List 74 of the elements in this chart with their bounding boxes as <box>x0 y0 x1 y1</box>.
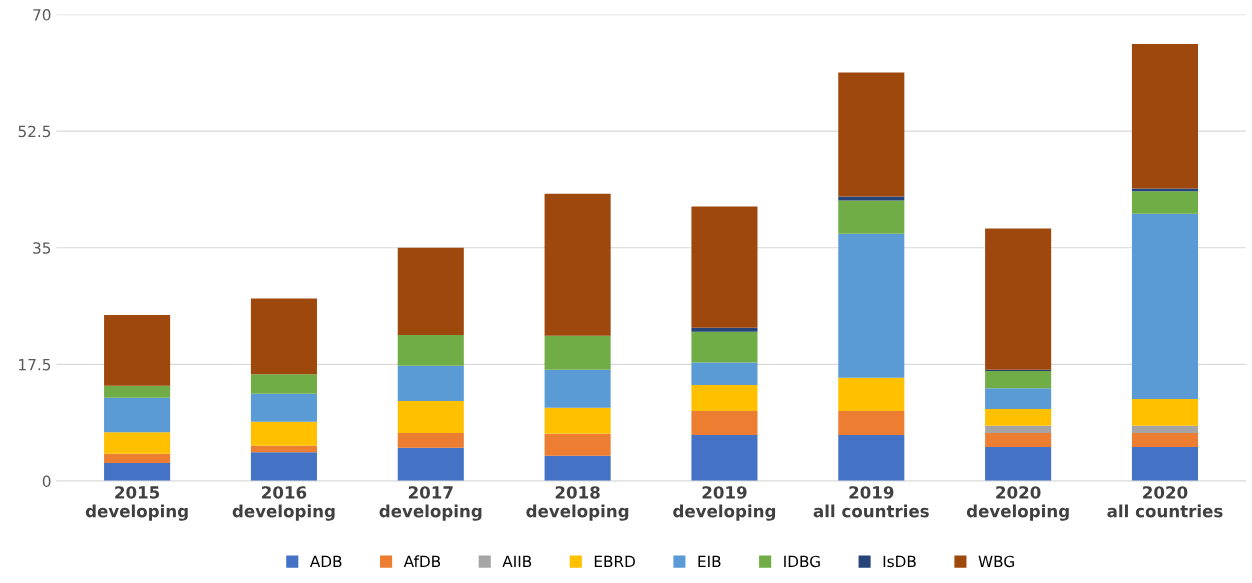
y-tick-label: 35 <box>33 242 51 254</box>
bar <box>397 433 464 448</box>
x-tick-label: 2020 developing <box>966 486 1069 521</box>
legend-label: EIB <box>698 555 721 567</box>
bar <box>691 362 758 386</box>
bar <box>544 369 611 408</box>
x-tick-label: 2019 all countries <box>813 486 929 518</box>
bar <box>1131 191 1199 214</box>
bar <box>544 433 611 456</box>
x-tick-label: 2015 developing <box>85 486 188 521</box>
legend-label: ADB <box>309 555 342 567</box>
bar <box>985 371 1052 389</box>
bar <box>838 196 905 201</box>
bar <box>250 421 317 446</box>
bar <box>250 298 317 375</box>
bar <box>985 228 1052 370</box>
legend-label: IsDB <box>883 555 916 568</box>
bar <box>985 388 1052 410</box>
bar <box>838 233 905 378</box>
x-tick-label: 2020 all countries <box>1107 486 1223 518</box>
x-tick-label: 2016 developing <box>232 486 335 521</box>
y-tick-label: 52.5 <box>18 125 51 138</box>
x-tick-label: 2017 developing <box>379 486 482 521</box>
bar <box>985 425 1052 433</box>
bar <box>691 331 758 363</box>
bar <box>1131 188 1199 192</box>
bar <box>1131 213 1199 400</box>
bar <box>544 335 611 370</box>
bar <box>691 327 758 332</box>
bar <box>838 72 905 197</box>
bar <box>397 365 464 402</box>
bar <box>1131 399 1199 426</box>
bar <box>250 452 317 481</box>
bar <box>985 409 1052 426</box>
legend-label: EBRD <box>594 555 635 567</box>
bar <box>691 411 758 435</box>
bar <box>1131 433 1199 447</box>
bar <box>104 432 171 454</box>
bar <box>104 397 171 433</box>
bar <box>104 462 171 481</box>
bar <box>691 206 758 328</box>
legend-label: AfDB <box>403 555 441 567</box>
legend-label: WBG <box>978 555 1014 568</box>
bar <box>104 453 171 463</box>
bar <box>397 447 464 481</box>
legend-label: IDBG <box>784 555 820 568</box>
bar <box>250 393 317 422</box>
bar <box>397 335 464 366</box>
bar <box>985 446 1052 481</box>
y-tick-label: 70 <box>33 9 51 21</box>
bar <box>691 385 758 412</box>
y-tick-label: 0 <box>42 475 51 487</box>
bar <box>397 401 464 433</box>
bar <box>1131 43 1199 189</box>
legend-label: AIIB <box>502 555 532 567</box>
bar <box>838 200 905 234</box>
bar <box>691 435 758 481</box>
bar <box>1131 425 1199 433</box>
bar <box>985 433 1052 447</box>
bar <box>838 411 905 435</box>
bar <box>838 377 905 412</box>
y-tick-label: 17.5 <box>19 359 51 371</box>
bar <box>544 455 611 481</box>
bar <box>250 445 317 453</box>
x-tick-label: 2018 developing <box>526 486 629 521</box>
bar <box>104 315 171 386</box>
bar <box>838 435 905 481</box>
bar <box>397 247 464 336</box>
bar <box>104 385 171 398</box>
bar <box>544 193 611 336</box>
bar <box>544 407 611 434</box>
x-tick-label: 2019 developing <box>673 486 776 521</box>
bar <box>250 374 317 394</box>
bar <box>1131 446 1199 481</box>
